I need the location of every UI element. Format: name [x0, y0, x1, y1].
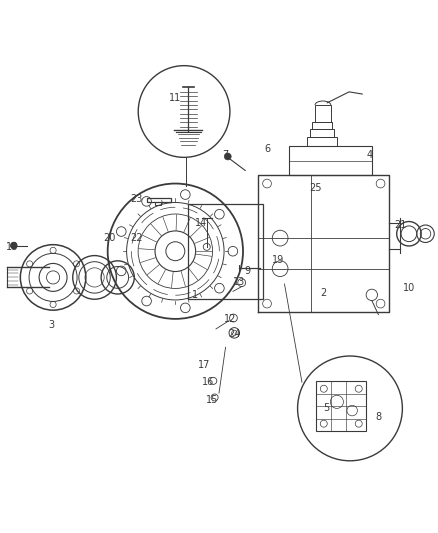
Text: 13: 13: [233, 277, 245, 287]
Bar: [316, 381, 366, 431]
Circle shape: [11, 243, 17, 248]
Text: 16: 16: [202, 377, 214, 387]
Text: 9: 9: [244, 266, 251, 276]
Bar: [289, 147, 372, 175]
Bar: [188, 204, 263, 298]
Text: 11: 11: [169, 93, 181, 103]
Text: 6: 6: [264, 143, 270, 154]
Text: 21: 21: [394, 220, 406, 230]
Text: 17: 17: [198, 360, 210, 370]
Text: 8: 8: [375, 412, 381, 422]
Text: 22: 22: [130, 233, 142, 243]
Text: 19: 19: [272, 255, 284, 265]
Text: 5: 5: [323, 403, 329, 414]
Text: 23: 23: [130, 194, 142, 204]
Text: 18: 18: [6, 242, 18, 252]
Text: 15: 15: [206, 394, 219, 405]
Bar: [315, 105, 331, 123]
Text: 2: 2: [321, 288, 327, 298]
Bar: [310, 129, 334, 137]
Text: 7: 7: [223, 150, 229, 160]
Text: 4: 4: [367, 150, 373, 160]
Circle shape: [224, 153, 231, 160]
Bar: [307, 137, 337, 147]
Bar: [155, 202, 161, 205]
Text: 14: 14: [195, 218, 208, 228]
Text: 3: 3: [48, 320, 54, 330]
Text: 24: 24: [228, 329, 240, 339]
Bar: [312, 123, 332, 129]
Text: 20: 20: [104, 233, 116, 243]
Bar: [147, 198, 171, 202]
Text: 25: 25: [309, 183, 321, 193]
Text: 12: 12: [224, 314, 236, 324]
Text: 10: 10: [403, 284, 415, 293]
Text: 1: 1: [192, 290, 198, 300]
